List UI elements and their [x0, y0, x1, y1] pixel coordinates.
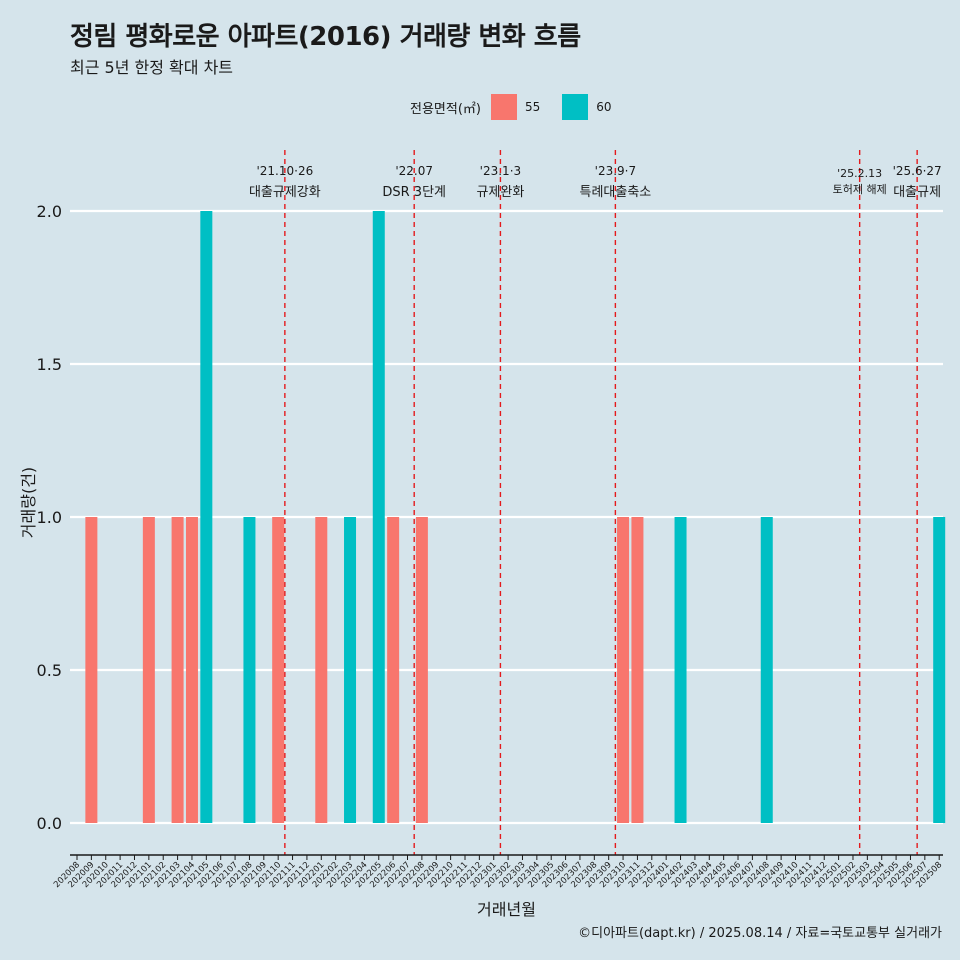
bar-202201-55: [315, 517, 328, 823]
bar-202104-55: [185, 517, 198, 823]
annotation-date-0: '21.10·26: [256, 164, 313, 178]
bar-202310-55: [617, 517, 630, 823]
bar-202110-55: [272, 517, 285, 823]
y-tick-label-0: 0.0: [37, 814, 62, 833]
caption: ©디아파트(dapt.kr) / 2025.08.14 / 자료=국토교통부 실…: [578, 926, 942, 941]
legend-title: 전용면적(㎡): [410, 101, 481, 117]
bar-202311-55: [631, 517, 644, 823]
legend-label-60: 60: [596, 100, 612, 114]
legend-swatch-55: [490, 94, 517, 120]
bar-202408-60: [760, 517, 773, 823]
annotation-text-0: 대출규제강화: [249, 185, 321, 200]
annotation-text-5: 대출규제: [893, 185, 941, 200]
legend-swatch-60: [562, 94, 589, 120]
annotation-text-1: DSR 3단계: [382, 185, 446, 200]
y-axis-title: 거래량(건): [19, 467, 38, 538]
annotation-date-2: '23.1·3: [480, 164, 521, 178]
annotation-text-4: 토허제 해제: [833, 182, 887, 196]
bar-202208-55: [415, 517, 428, 823]
chart-subtitle: 최근 5년 한정 확대 차트: [70, 58, 234, 77]
x-axis-title: 거래년월: [477, 900, 536, 919]
annotation-date-4: '25.2.13: [837, 167, 882, 180]
annotation-text-3: 특례대출축소: [579, 185, 651, 200]
legend-label-55: 55: [524, 100, 541, 114]
annotation-date-5: '25.6·27: [893, 164, 942, 178]
annotation-date-3: '23.9·7: [595, 164, 636, 178]
bar-202103-55: [171, 517, 184, 823]
chart-title: 정림 평화로운 아파트(2016) 거래량 변화 흐름: [70, 22, 581, 52]
bar-202105-60: [200, 211, 213, 823]
annotation-text-2: 규제완화: [476, 185, 524, 200]
bar-202206-55: [387, 517, 400, 823]
bar-202101-55: [142, 517, 155, 823]
bar-202205-60: [372, 211, 385, 823]
legend: 전용면적(㎡) 55 60: [410, 94, 612, 120]
y-tick-label-4: 2.0: [37, 202, 62, 221]
bar-202508-60: [933, 517, 946, 823]
y-tick-label-1: 0.5: [37, 661, 62, 680]
annotation-date-1: '22.07: [395, 164, 433, 178]
bar-202402-60: [674, 517, 687, 823]
y-tick-label-3: 1.5: [37, 355, 62, 374]
bar-202203-60: [344, 517, 357, 823]
bar-202009-55: [85, 517, 98, 823]
bar-202108-60: [243, 517, 256, 823]
y-tick-label-2: 1.0: [37, 508, 62, 527]
